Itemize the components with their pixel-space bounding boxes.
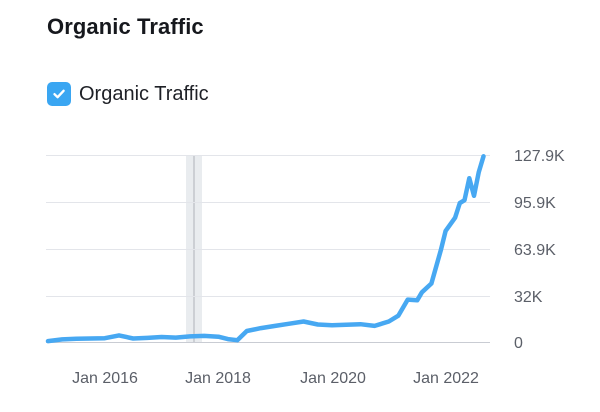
checkmark-icon: [53, 89, 65, 99]
y-tick-label: 63.9K: [514, 242, 556, 259]
page-title: Organic Traffic: [47, 14, 204, 39]
series-line-organic-traffic[interactable]: [45, 154, 486, 344]
x-tick-label: Jan 2018: [185, 370, 251, 387]
gridlines: [46, 155, 490, 343]
x-tick-label: Jan 2022: [413, 370, 479, 387]
legend-item-organic-traffic[interactable]: Organic Traffic: [47, 82, 209, 106]
y-tick-label: 127.9K: [514, 148, 565, 165]
checkbox-organic-traffic[interactable]: [47, 82, 71, 106]
y-tick-label: 32K: [514, 289, 543, 306]
y-axis: 127.9K 95.9K 63.9K 32K 0: [514, 148, 565, 352]
y-tick-label: 0: [514, 335, 523, 352]
y-tick-label: 95.9K: [514, 195, 556, 212]
x-tick-label: Jan 2020: [300, 370, 366, 387]
legend-label: Organic Traffic: [79, 82, 209, 105]
x-axis: Jan 2016 Jan 2018 Jan 2020 Jan 2022: [72, 370, 479, 387]
x-tick-label: Jan 2016: [72, 370, 138, 387]
